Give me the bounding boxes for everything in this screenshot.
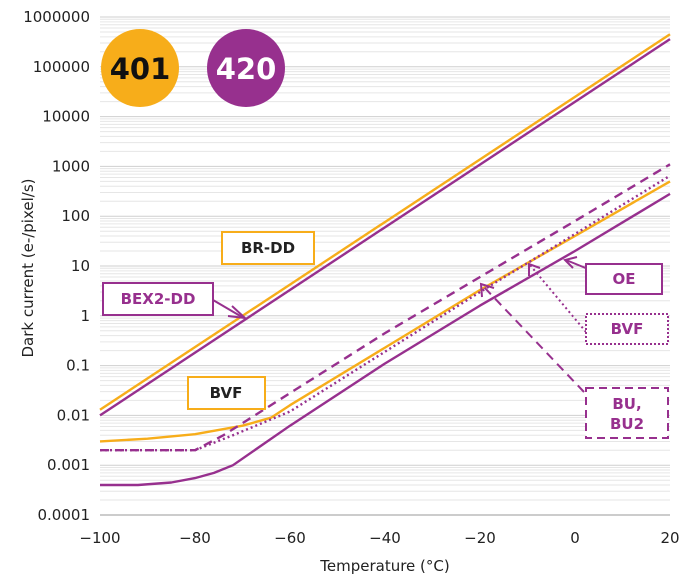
- badge-401-text: 401: [110, 52, 171, 86]
- svg-text:OE: OE: [613, 270, 636, 288]
- label-bvf-401: BVF: [187, 376, 266, 410]
- y-tick-label: 0.0001: [38, 506, 91, 524]
- series-lines: [99, 33, 671, 487]
- bex2-arrowhead: [227, 305, 248, 320]
- series-line-401-br-dd: [99, 33, 671, 411]
- svg-text:BEX2-DD: BEX2-DD: [121, 290, 196, 308]
- x-tick-label: −100: [79, 529, 120, 547]
- badge-420: 420: [207, 29, 285, 107]
- y-tick-label: 1: [80, 307, 90, 325]
- bex2-arrow: [212, 299, 243, 318]
- badge-401-circle: [101, 29, 179, 107]
- badge-401: 401: [101, 29, 179, 107]
- bvf420-arrowhead: [528, 262, 541, 276]
- svg-text:BU2: BU2: [610, 415, 644, 433]
- svg-text:BR-DD: BR-DD: [241, 239, 295, 257]
- svg-text:BVF: BVF: [611, 320, 644, 338]
- y-tick-label: 10: [71, 257, 90, 275]
- label-bu-bu2: BU, BU2: [585, 387, 669, 439]
- bvf420-arrow: [529, 264, 587, 333]
- y-tick-label: 1000: [52, 157, 90, 175]
- series-line-420-bvf: [100, 174, 671, 452]
- y-tick-labels: 0.0001 0.001 0.01 0.1 1 10 100 1000 10000 100000 1…: [23, 8, 90, 524]
- grid: [100, 16, 670, 516]
- y-tick-label: 1000000: [23, 8, 90, 26]
- oe-arrowhead: [563, 256, 578, 269]
- label-bex2-dd: BEX2-DD: [102, 282, 214, 316]
- series-line-401-bvf: [99, 180, 671, 443]
- bu-arrowhead: [479, 282, 495, 298]
- y-tick-label: 0.01: [57, 406, 90, 424]
- series-line-420-oe: [100, 192, 671, 487]
- x-axis-title: Temperature (°C): [319, 557, 449, 575]
- x-tick-labels: −100 −80 −60 −40 −20 0 20: [79, 529, 679, 547]
- y-tick-label: 10000: [42, 108, 90, 126]
- x-tick-label: −60: [274, 529, 306, 547]
- y-axis-title: Dark current (e-/pixel/s): [19, 178, 37, 357]
- x-tick-label: −80: [179, 529, 211, 547]
- badge-420-circle: [207, 29, 285, 107]
- badge-420-text: 420: [216, 52, 277, 86]
- x-tick-label: 20: [660, 529, 679, 547]
- series-line-420-bu-bu2: [100, 163, 671, 452]
- label-bvf-420: BVF: [585, 313, 669, 345]
- x-tick-label: 0: [570, 529, 580, 547]
- y-tick-label: 100000: [33, 58, 90, 76]
- x-tick-label: −20: [464, 529, 496, 547]
- series-line-420-bex2-dd: [99, 38, 671, 417]
- svg-text:BU,: BU,: [612, 395, 641, 413]
- svg-text:BVF: BVF: [210, 384, 243, 402]
- label-br-dd: BR-DD: [221, 231, 315, 265]
- y-tick-label: 100: [61, 207, 90, 225]
- label-oe: OE: [585, 263, 663, 295]
- bu-arrow: [482, 285, 585, 393]
- x-tick-label: −40: [369, 529, 401, 547]
- y-tick-label: 0.1: [66, 357, 90, 375]
- y-tick-label: 0.001: [47, 456, 90, 474]
